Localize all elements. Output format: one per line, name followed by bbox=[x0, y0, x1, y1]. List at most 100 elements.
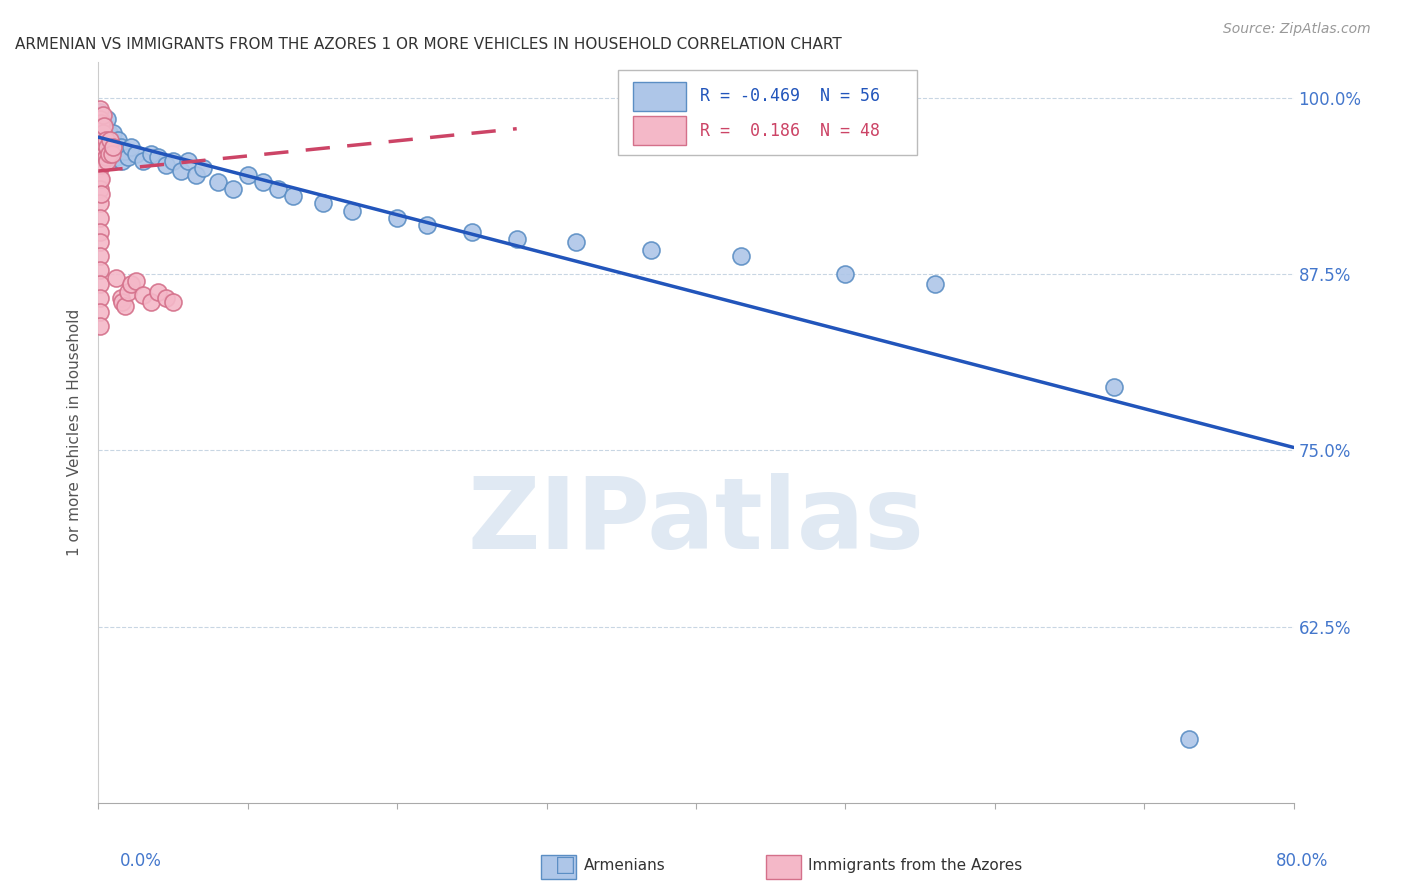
Point bbox=[89, 112, 111, 126]
Text: 0.0%: 0.0% bbox=[120, 852, 162, 870]
Point bbox=[94, 150, 117, 164]
Point bbox=[89, 121, 111, 136]
Point bbox=[97, 147, 120, 161]
Point bbox=[924, 277, 946, 291]
Point bbox=[730, 249, 752, 263]
Point bbox=[89, 104, 111, 119]
Point bbox=[89, 225, 111, 239]
Point bbox=[90, 158, 112, 172]
Point bbox=[132, 288, 155, 302]
Text: □: □ bbox=[555, 855, 576, 874]
Point bbox=[89, 112, 111, 126]
Point bbox=[311, 196, 333, 211]
Point bbox=[89, 147, 111, 161]
Point bbox=[91, 126, 114, 140]
Point bbox=[139, 147, 162, 161]
Point bbox=[162, 154, 184, 169]
Y-axis label: 1 or more Vehicles in Household: 1 or more Vehicles in Household bbox=[67, 309, 83, 557]
Bar bbox=[633, 82, 686, 111]
Point bbox=[103, 140, 125, 154]
Point bbox=[89, 291, 111, 305]
Point bbox=[89, 305, 111, 319]
Point bbox=[1178, 732, 1201, 747]
Point bbox=[461, 225, 484, 239]
Point bbox=[117, 285, 139, 300]
Text: ▪: ▪ bbox=[555, 855, 576, 884]
Point bbox=[89, 211, 111, 225]
Point bbox=[91, 126, 114, 140]
Point bbox=[90, 130, 112, 145]
Point bbox=[93, 119, 115, 133]
Point bbox=[101, 136, 124, 150]
Point bbox=[90, 186, 112, 201]
Point bbox=[97, 126, 120, 140]
Text: Source: ZipAtlas.com: Source: ZipAtlas.com bbox=[1223, 22, 1371, 37]
Point bbox=[177, 154, 200, 169]
Point bbox=[89, 102, 111, 116]
Text: ARMENIAN VS IMMIGRANTS FROM THE AZORES 1 OR MORE VEHICLES IN HOUSEHOLD CORRELATI: ARMENIAN VS IMMIGRANTS FROM THE AZORES 1… bbox=[15, 37, 842, 52]
Point bbox=[89, 319, 111, 334]
Text: R = -0.469  N = 56: R = -0.469 N = 56 bbox=[700, 87, 880, 105]
Point bbox=[93, 136, 115, 150]
Point bbox=[94, 121, 117, 136]
Point bbox=[111, 295, 134, 310]
Point bbox=[1104, 380, 1126, 394]
Point bbox=[94, 140, 117, 154]
Bar bbox=[541, 855, 576, 879]
Point bbox=[89, 277, 111, 291]
Text: Armenians: Armenians bbox=[583, 858, 665, 872]
Point bbox=[385, 211, 409, 225]
Point bbox=[110, 140, 132, 154]
Point bbox=[640, 243, 662, 257]
Point bbox=[155, 291, 177, 305]
Point bbox=[125, 274, 148, 288]
Point bbox=[148, 150, 170, 164]
Point bbox=[416, 218, 439, 232]
Point bbox=[191, 161, 214, 176]
Point bbox=[281, 189, 304, 203]
Point bbox=[565, 235, 588, 249]
Point bbox=[107, 133, 129, 147]
Point bbox=[90, 133, 112, 147]
Point bbox=[105, 150, 128, 164]
Point bbox=[90, 172, 112, 186]
Point bbox=[184, 168, 207, 182]
Point bbox=[96, 140, 118, 154]
Point bbox=[236, 168, 259, 182]
Point bbox=[89, 249, 111, 263]
Point bbox=[252, 175, 274, 189]
Point bbox=[114, 300, 136, 314]
Point bbox=[91, 116, 114, 130]
Point bbox=[97, 147, 120, 161]
Point bbox=[105, 271, 128, 285]
Point bbox=[342, 203, 364, 218]
Point bbox=[96, 154, 118, 169]
Point bbox=[139, 295, 162, 310]
Point bbox=[101, 147, 124, 161]
Point bbox=[89, 235, 111, 249]
Point bbox=[120, 140, 142, 154]
Bar bbox=[633, 117, 686, 145]
Point bbox=[98, 133, 122, 147]
Point bbox=[132, 154, 155, 169]
Point bbox=[103, 147, 125, 161]
Point bbox=[91, 107, 114, 121]
Point bbox=[98, 133, 122, 147]
Point bbox=[89, 161, 111, 176]
Point bbox=[90, 145, 112, 159]
Point bbox=[117, 150, 139, 164]
Point bbox=[120, 277, 142, 291]
Point bbox=[114, 145, 136, 159]
Point bbox=[96, 130, 118, 145]
Point bbox=[155, 158, 177, 172]
Point bbox=[222, 182, 245, 196]
Point bbox=[267, 182, 290, 196]
FancyBboxPatch shape bbox=[619, 70, 917, 155]
Point bbox=[110, 291, 132, 305]
Point bbox=[90, 116, 112, 130]
Text: ZIPatlas: ZIPatlas bbox=[468, 473, 924, 570]
Point bbox=[162, 295, 184, 310]
Point bbox=[90, 107, 112, 121]
Point bbox=[111, 154, 134, 169]
Text: Immigrants from the Azores: Immigrants from the Azores bbox=[808, 858, 1022, 872]
